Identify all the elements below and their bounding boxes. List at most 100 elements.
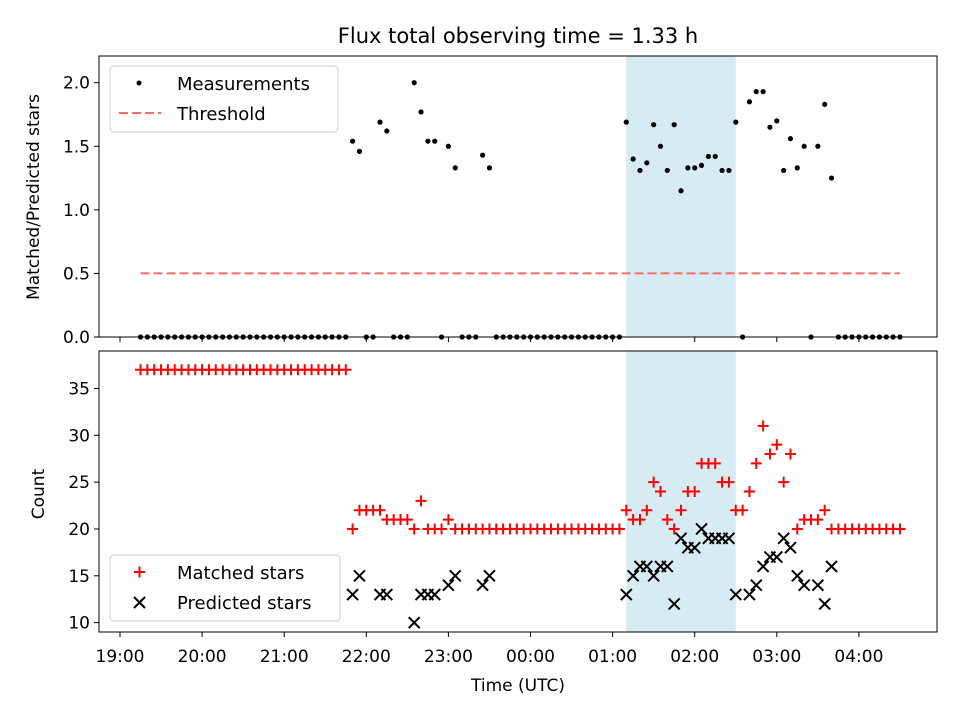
- predicted-star-point: [688, 541, 701, 554]
- predicted-star-point: [674, 532, 688, 545]
- predicted-star-point: [825, 560, 838, 573]
- predicted-star-stroke-b: [791, 569, 804, 583]
- matched-star-point: [620, 504, 632, 516]
- bottom-y-axis-label: Count: [29, 468, 49, 519]
- bottom-x-axis: 19:00 20:00 21:00 22:00 23:00 00:00 01:00 02:00…: [96, 632, 883, 667]
- measurement-point: [445, 143, 451, 149]
- bottom-plot-marks: [135, 364, 906, 629]
- matched-star-point: [661, 514, 673, 526]
- measurement-point: [384, 128, 390, 134]
- predicted-star-point: [476, 578, 489, 592]
- predicted-star-point: [647, 569, 660, 583]
- x-tick-label: 03:00: [752, 647, 801, 667]
- predicted-star-stroke-b: [476, 578, 489, 592]
- bottom-highlight-span: [626, 351, 736, 632]
- predicted-star-point: [442, 578, 455, 592]
- measurement-point: [637, 167, 643, 174]
- predicted-star-stroke-b: [428, 588, 441, 601]
- predicted-star-stroke-b: [743, 588, 756, 601]
- measurement-point: [705, 153, 711, 160]
- predicted-star-point: [784, 541, 797, 554]
- predicted-star-stroke-b: [777, 532, 790, 545]
- predicted-star-point: [729, 588, 742, 601]
- top-y-axis-label: Matched/Predicted stars: [24, 94, 44, 300]
- measurement-point: [671, 122, 677, 128]
- legend-matched-label: Matched stars: [177, 563, 304, 584]
- x-tick-label: 00:00: [506, 647, 555, 667]
- bottom-legend: Matched stars Predicted stars: [109, 554, 341, 622]
- predicted-star-point: [811, 578, 825, 592]
- measurement-point: [726, 167, 732, 174]
- matched-star-point: [778, 476, 790, 488]
- measurement-point: [480, 152, 486, 158]
- matched-star-point: [764, 448, 776, 460]
- measurement-point: [692, 165, 698, 171]
- predicted-star-stroke-b: [667, 597, 681, 611]
- predicted-star-stroke-b: [407, 616, 421, 629]
- measurement-point: [719, 167, 725, 174]
- matched-star-point: [709, 457, 721, 469]
- bottom-panel: 10 15 20 25 30 35 19:00 20:00 21:00 22:00 23:00 00…: [29, 350, 938, 696]
- predicted-star-point: [777, 532, 790, 545]
- predicted-star-point: [667, 597, 681, 611]
- x-tick-label: 02:00: [670, 647, 719, 667]
- matched-star-point: [743, 486, 755, 497]
- predicted-star-stroke-b: [729, 588, 742, 601]
- measurement-point: [651, 122, 657, 128]
- top-highlight-span: [626, 56, 736, 337]
- predicted-star-point: [797, 578, 811, 592]
- matched-star-point: [791, 523, 803, 535]
- measurement-point: [418, 109, 424, 115]
- matched-star-point: [812, 514, 824, 526]
- predicted-star-stroke-b: [647, 569, 660, 583]
- top-y-tick-label: 2.0: [63, 74, 90, 94]
- matched-star-point: [771, 439, 783, 451]
- matched-star-point: [408, 523, 420, 535]
- measurement-point: [432, 138, 438, 144]
- x-axis-label: Time (UTC): [470, 676, 565, 696]
- measurement-point: [452, 165, 458, 171]
- predicted-star-point: [346, 588, 359, 601]
- predicted-star-stroke-b: [756, 560, 770, 573]
- matched-star-point: [654, 486, 666, 497]
- measurement-point: [698, 162, 705, 168]
- predicted-star-stroke-b: [818, 597, 831, 611]
- predicted-star-point: [428, 588, 441, 601]
- matched-star-point: [819, 504, 831, 516]
- predicted-star-point: [626, 569, 640, 583]
- matched-star-point: [784, 448, 796, 460]
- measurement-point: [377, 119, 383, 125]
- measurement-point: [630, 156, 636, 162]
- top-legend: Measurements Threshold: [109, 65, 339, 133]
- matched-star-point: [723, 476, 735, 488]
- x-tick-label: 22:00: [342, 647, 391, 667]
- predicted-star-stroke-b: [380, 588, 394, 601]
- predicted-star-point: [722, 532, 736, 545]
- measurement-point: [486, 165, 493, 171]
- predicted-star-point: [750, 578, 763, 592]
- predicted-star-stroke-b: [688, 541, 701, 554]
- legend-predicted-label: Predicted stars: [177, 593, 311, 614]
- predicted-star-stroke-b: [661, 560, 674, 573]
- x-tick-label: 20:00: [178, 647, 227, 667]
- predicted-star-stroke-b: [674, 532, 688, 545]
- measurement-point: [623, 119, 629, 125]
- bottom-y-tick-label: 10: [68, 614, 90, 634]
- matched-star-point: [347, 523, 359, 535]
- predicted-star-point: [353, 569, 366, 583]
- top-y-axis: 0.0 0.5 1.0 1.5 2.0: [63, 74, 99, 348]
- predicted-star-stroke-b: [483, 569, 496, 583]
- top-panel: 0.00.51.01.52.0 Matched/Predicted stars …: [24, 55, 938, 348]
- matched-star-point: [675, 504, 687, 516]
- predicted-star-stroke-b: [770, 550, 784, 564]
- measurement-point: [753, 89, 759, 95]
- top-y-tick-label: 0.0: [63, 328, 90, 348]
- x-tick-label: 23:00: [424, 647, 473, 667]
- measurement-point: [828, 175, 835, 181]
- predicted-star-point: [483, 569, 496, 583]
- matched-star-point: [442, 514, 454, 526]
- predicted-star-stroke-b: [722, 532, 736, 545]
- predicted-star-point: [756, 560, 770, 573]
- predicted-star-stroke-b: [695, 522, 708, 536]
